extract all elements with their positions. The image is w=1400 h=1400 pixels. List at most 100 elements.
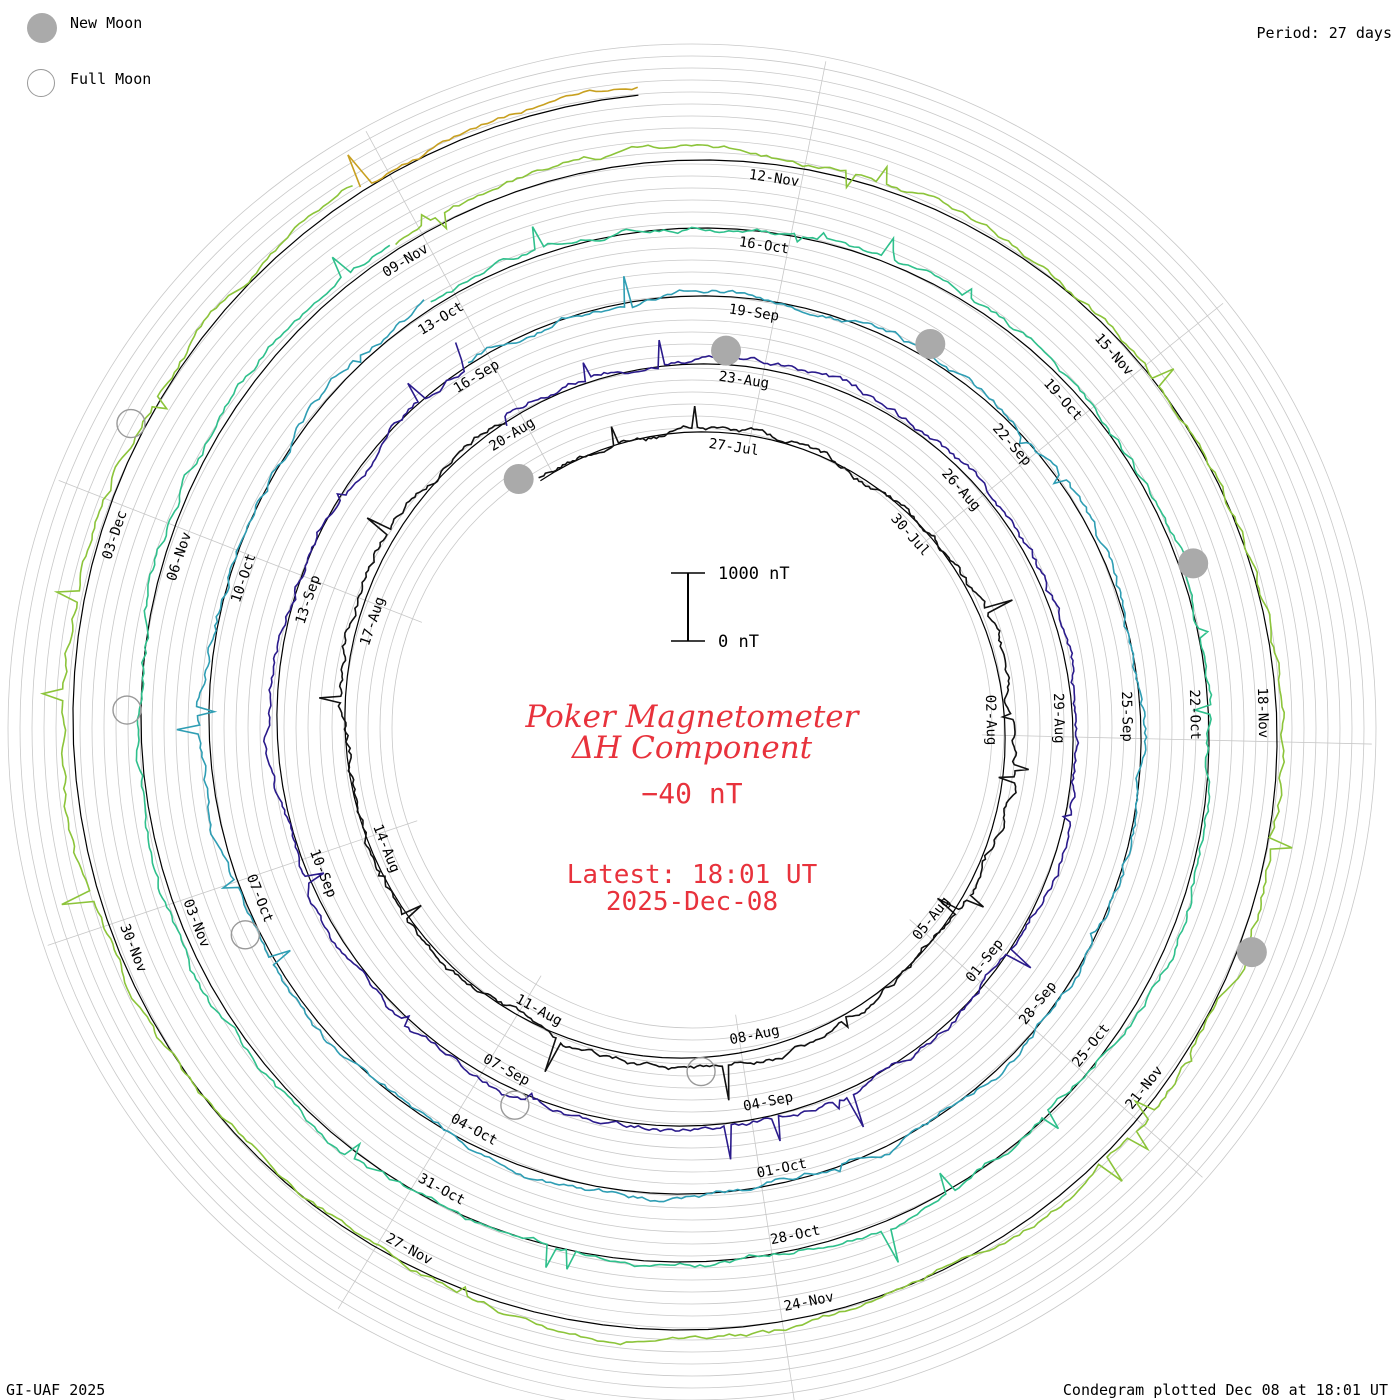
grid-spoke — [748, 61, 827, 444]
grid-ring — [367, 403, 1017, 1053]
grid-ring — [199, 235, 1185, 1221]
title-line-2: ΔH Component — [571, 730, 813, 766]
grid-spoke — [58, 480, 423, 623]
grid-spoke — [735, 1014, 795, 1400]
date-label: 13-Sep — [293, 573, 324, 626]
grid-ring — [19, 55, 1365, 1400]
grid-spoke — [918, 303, 1224, 548]
date-label: 04-Oct — [448, 1111, 500, 1149]
full-moon-label: Full Moon — [70, 70, 152, 88]
period-label: Period: 27 days — [1256, 24, 1392, 42]
current-value: −40 nT — [641, 777, 742, 810]
date-label: 27-Jul — [708, 436, 760, 459]
trace-rotation-3 — [176, 275, 1148, 1203]
grid-spokes — [47, 61, 1372, 1400]
title-line-1: Poker Magnetometer — [525, 699, 861, 735]
trace-rotation-4 — [135, 226, 1213, 1270]
grid-ring — [139, 175, 1245, 1281]
date-label: 17-Aug — [357, 595, 388, 648]
date-label: 18-Nov — [1254, 687, 1271, 738]
date-label: 14-Aug — [369, 822, 402, 875]
full-moon-marker — [500, 1090, 530, 1120]
grid-spoke — [337, 975, 542, 1309]
date-label: 23-Aug — [718, 369, 770, 392]
full-moon-marker — [686, 1056, 716, 1087]
date-label: 22-Sep — [989, 421, 1034, 469]
grid-ring — [115, 151, 1269, 1305]
date-label: 25-Sep — [1118, 691, 1135, 742]
date-label: 07-Oct — [243, 872, 276, 925]
date-label: 06-Nov — [164, 530, 195, 583]
grid-ring — [67, 103, 1317, 1353]
grid-ring — [31, 67, 1353, 1389]
new-moon-marker — [1178, 548, 1209, 579]
trace-rotation-1 — [319, 405, 1029, 1101]
grid-ring — [283, 319, 1101, 1137]
grid-ring — [127, 163, 1257, 1293]
plotted-label: Condegram plotted Dec 08 at 18:01 UT — [1062, 1381, 1388, 1399]
magnetometer-traces — [39, 86, 1293, 1346]
grid-spoke — [365, 131, 554, 474]
grid-ring — [211, 247, 1173, 1209]
date-label: 29-Aug — [1050, 693, 1067, 744]
date-label: 02-Aug — [982, 695, 999, 746]
grid-ring — [79, 115, 1305, 1341]
date-label: 31-Oct — [415, 1171, 467, 1209]
date-label: 20-Aug — [486, 415, 537, 455]
baseline-spiral — [72, 94, 1278, 1331]
new-moon-marker — [1236, 937, 1267, 968]
date-label: 03-Nov — [179, 897, 212, 950]
grid-ring — [91, 127, 1293, 1329]
latest-date: 2025-Dec-08 — [606, 887, 778, 917]
grid-ring — [7, 43, 1377, 1400]
moon-phase-markers — [112, 328, 1267, 1120]
full-moon-icon — [27, 69, 55, 97]
grid-ring — [151, 187, 1233, 1269]
full-moon-marker — [116, 408, 146, 439]
new-moon-label: New Moon — [70, 14, 143, 32]
date-label: 10-Oct — [228, 552, 259, 605]
date-label: 12-Nov — [748, 167, 800, 190]
grid-ring — [43, 79, 1341, 1377]
full-moon-marker — [112, 695, 142, 725]
date-label: 16-Oct — [738, 234, 790, 257]
grid-ring — [271, 307, 1113, 1149]
grid-ring — [331, 367, 1053, 1089]
date-label: 19-Oct — [1040, 376, 1085, 424]
full-moon-marker — [230, 920, 261, 950]
grid-ring — [355, 391, 1029, 1065]
credit-label: GI-UAF 2025 — [6, 1381, 106, 1399]
latest-time: Latest: 18:01 UT — [567, 860, 818, 890]
new-moon-marker — [503, 464, 534, 495]
scale-bar: 1000 nT 0 nT — [671, 564, 790, 652]
scale-top-label: 1000 nT — [718, 564, 790, 584]
grid-ring — [379, 415, 1005, 1041]
date-label: 30-Jul — [887, 511, 932, 559]
trace-rotation-6 — [347, 86, 639, 188]
grid-ring — [343, 379, 1041, 1077]
grid-spoke — [909, 919, 1203, 1178]
date-label: 19-Sep — [728, 301, 780, 324]
date-label: 24-Nov — [783, 1289, 836, 1315]
grid-ring — [295, 331, 1089, 1125]
date-label: 27-Nov — [383, 1230, 435, 1268]
new-moon-marker — [711, 335, 742, 366]
baseline-spiral-path — [72, 94, 1278, 1331]
grid-ring — [247, 283, 1137, 1173]
grid-ring — [319, 355, 1065, 1101]
date-label: 03-Dec — [99, 509, 130, 562]
grid-ring — [103, 139, 1281, 1317]
grid-ring — [163, 199, 1221, 1257]
new-moon-marker — [915, 328, 946, 359]
new-moon-icon — [27, 13, 57, 43]
center-title: Poker Magnetometer ΔH Component −40 nT L… — [525, 699, 861, 917]
scale-bottom-label: 0 nT — [718, 632, 759, 652]
date-label: 28-Oct — [769, 1222, 822, 1248]
trace-rotation-2 — [262, 339, 1080, 1160]
grid-spoke — [981, 734, 1372, 745]
date-label: 05-Aug — [910, 894, 954, 944]
grid-ring — [235, 271, 1149, 1185]
grid-ring — [55, 91, 1329, 1365]
trace-rotation-5 — [39, 143, 1293, 1346]
